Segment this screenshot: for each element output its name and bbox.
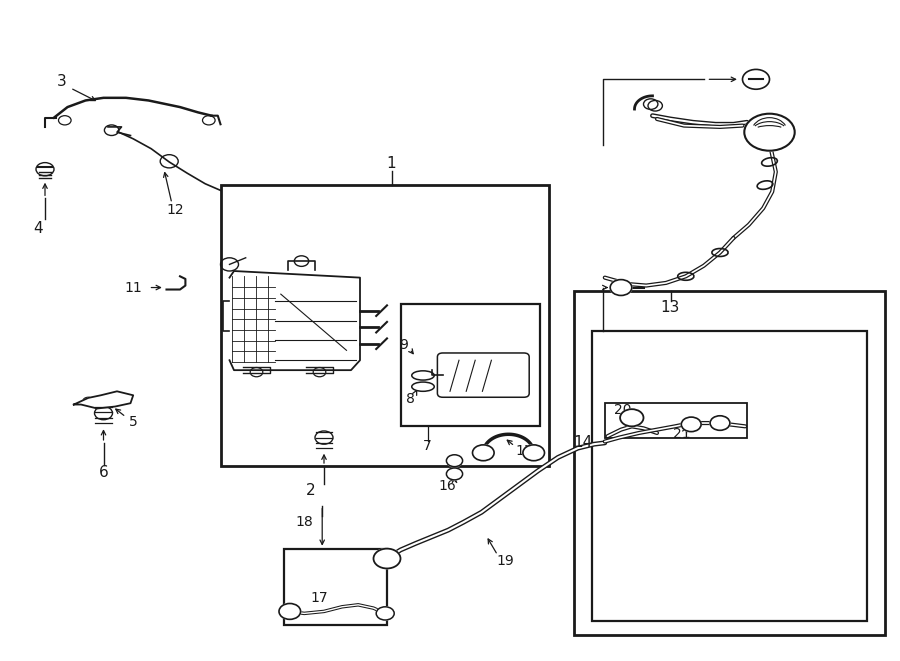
- Text: 18: 18: [295, 515, 313, 529]
- Text: 12: 12: [166, 202, 184, 217]
- Bar: [592, 330, 867, 621]
- Text: 9: 9: [399, 338, 408, 352]
- Text: 13: 13: [661, 300, 680, 315]
- Circle shape: [681, 417, 701, 432]
- Text: 11: 11: [124, 280, 142, 295]
- Ellipse shape: [412, 371, 434, 380]
- Polygon shape: [230, 271, 360, 370]
- Circle shape: [523, 445, 544, 461]
- Text: 3: 3: [57, 75, 66, 89]
- Circle shape: [374, 549, 400, 568]
- Text: 8: 8: [406, 391, 415, 406]
- Circle shape: [710, 416, 730, 430]
- Circle shape: [472, 445, 494, 461]
- Text: 20: 20: [614, 403, 632, 417]
- Text: 19: 19: [497, 553, 515, 568]
- Bar: [574, 291, 885, 635]
- Text: 10: 10: [465, 361, 483, 375]
- Text: 14: 14: [573, 436, 593, 450]
- Text: 5: 5: [129, 414, 138, 429]
- Bar: [400, 304, 540, 426]
- Text: 7: 7: [423, 439, 432, 453]
- Circle shape: [279, 603, 301, 619]
- Circle shape: [620, 409, 643, 426]
- Text: 17: 17: [310, 591, 328, 605]
- FancyBboxPatch shape: [437, 353, 529, 397]
- Text: 1: 1: [387, 157, 396, 171]
- Text: 16: 16: [438, 479, 456, 493]
- Circle shape: [446, 468, 463, 480]
- Bar: [220, 185, 549, 466]
- Ellipse shape: [412, 382, 434, 391]
- Circle shape: [610, 280, 632, 295]
- Bar: [605, 403, 747, 438]
- Text: 6: 6: [99, 465, 108, 480]
- Bar: [284, 549, 387, 625]
- Circle shape: [446, 455, 463, 467]
- Polygon shape: [74, 391, 133, 408]
- Circle shape: [744, 114, 795, 151]
- Text: 15: 15: [516, 444, 534, 458]
- Text: 4: 4: [33, 221, 42, 235]
- Circle shape: [376, 607, 394, 620]
- Text: 2: 2: [306, 483, 315, 498]
- Text: 21: 21: [673, 427, 691, 442]
